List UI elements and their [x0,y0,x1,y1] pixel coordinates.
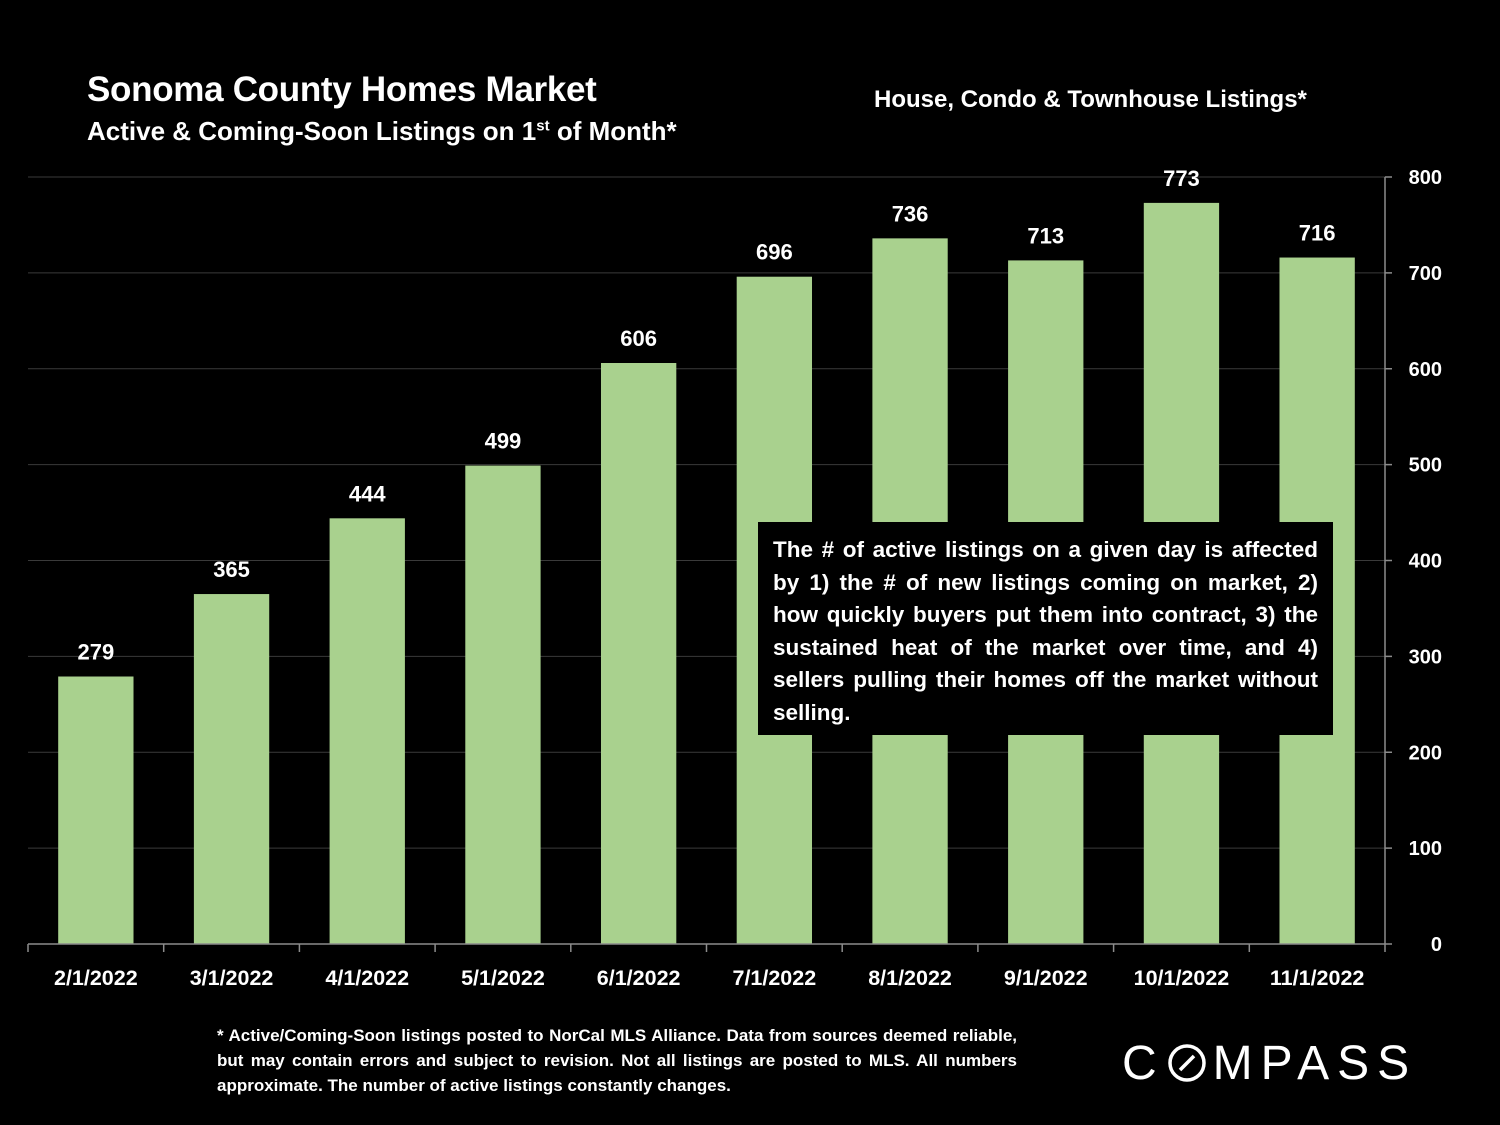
y-tick-label-700: 700 [1409,263,1442,285]
bar-6/1/2022 [600,362,677,944]
chart-title: Sonoma County Homes Market [87,70,597,109]
subtitle-main: Active & Coming-Soon Listings on 1 [87,116,537,146]
y-tick-label-200: 200 [1409,742,1442,764]
y-tick-label-300: 300 [1409,646,1442,668]
bar-5/1/2022 [465,465,541,944]
data-label-3/1/2022: 365 [213,557,250,582]
x-tick-label-3/1/2022: 3/1/2022 [190,966,274,990]
labels: 0 100 200 300 400 500 600 700 800 279 2/1/2022 365 3… [54,166,1442,990]
y-tick-label-500: 500 [1409,455,1442,477]
y-tick-label-0: 0 [1431,934,1442,956]
series-label: House, Condo & Townhouse Listings* [874,86,1307,113]
y-tick-label-600: 600 [1409,359,1442,381]
subtitle-end: of Month* [549,116,677,146]
logo-text-end: MPASS [1212,1036,1418,1090]
data-label-11/1/2022: 716 [1299,221,1336,246]
compass-logo: C MPASS [1122,1036,1417,1090]
x-tick-label-2/1/2022: 2/1/2022 [54,966,138,990]
data-label-8/1/2022: 736 [892,201,929,226]
data-label-6/1/2022: 606 [620,326,657,351]
bar-3/1/2022 [193,594,270,944]
x-tick-label-9/1/2022: 9/1/2022 [1004,966,1088,990]
data-label-7/1/2022: 696 [756,240,793,265]
x-tick-label-11/1/2022: 11/1/2022 [1270,966,1365,990]
data-label-9/1/2022: 713 [1027,223,1064,248]
callout-box: The # of active listings on a given day … [758,522,1333,735]
compass-o-icon [1167,1044,1206,1082]
y-tick-label-800: 800 [1409,167,1442,189]
y-tick-label-400: 400 [1409,551,1442,573]
logo-text-start: C [1122,1036,1165,1090]
data-label-10/1/2022: 773 [1163,166,1200,191]
x-tick-label-10/1/2022: 10/1/2022 [1134,966,1230,990]
axes [27,176,1392,952]
subtitle-superscript: st [536,117,550,135]
bar-2/1/2022 [58,676,134,944]
data-label-2/1/2022: 279 [77,640,114,665]
bar-4/1/2022 [329,518,405,944]
bars [58,202,1355,945]
x-tick-label-6/1/2022: 6/1/2022 [597,966,681,990]
x-tick-label-5/1/2022: 5/1/2022 [461,966,545,990]
chart-subtitle: Active & Coming-Soon Listings on 1st of … [87,116,677,147]
footnote: * Active/Coming-Soon listings posted to … [217,1026,1017,1095]
data-label-5/1/2022: 499 [485,429,522,454]
x-tick-label-8/1/2022: 8/1/2022 [868,966,952,990]
y-tick-label-100: 100 [1409,838,1442,860]
x-tick-label-7/1/2022: 7/1/2022 [732,966,816,990]
data-label-4/1/2022: 444 [349,481,386,506]
x-tick-label-4/1/2022: 4/1/2022 [325,966,409,990]
